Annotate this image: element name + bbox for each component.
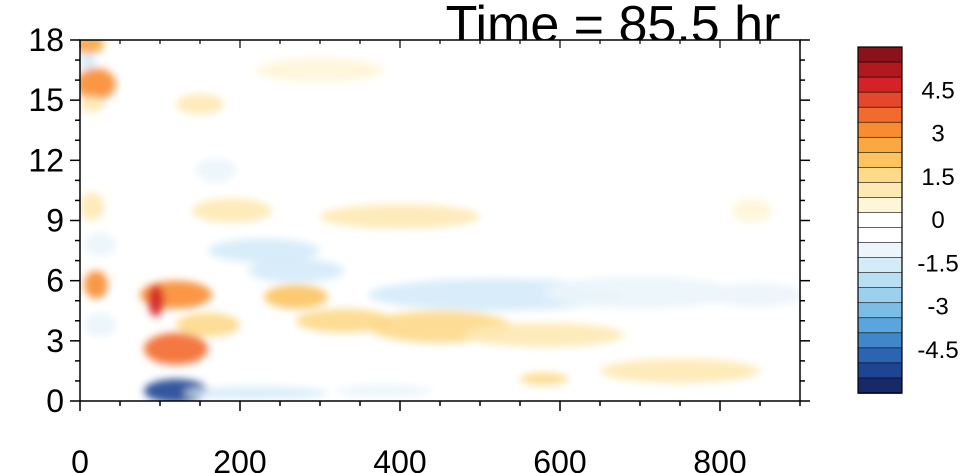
y-tick-label: 9 [46, 203, 64, 239]
colorbar-swatch [857, 287, 903, 304]
colorbar-swatch [857, 197, 903, 214]
colorbar-swatch [857, 317, 903, 334]
y-tick-label: 12 [28, 142, 64, 178]
colorbar-swatch [857, 167, 903, 184]
colorbar-swatch [857, 347, 903, 364]
colorbar-swatch [857, 76, 903, 93]
colorbar-label: -4.5 [917, 337, 958, 364]
contour-feature [176, 312, 240, 337]
colorbar-swatch [857, 242, 903, 259]
contour-feature [80, 192, 104, 221]
colorbar-swatch [857, 136, 903, 154]
contour-feature [328, 126, 440, 175]
x-tick-label: 200 [213, 444, 266, 473]
y-tick-label: 15 [28, 82, 64, 118]
colorbar-label: -1.5 [917, 250, 958, 277]
colorbar-label: 1.5 [921, 164, 954, 191]
colorbar-swatch [857, 61, 903, 78]
y-tick-label: 3 [46, 323, 64, 359]
x-tick-label: 800 [693, 444, 746, 473]
contour-feature [448, 108, 560, 133]
contour-feature [264, 284, 328, 309]
colorbar-swatch [857, 362, 903, 379]
contour-feature [464, 322, 624, 347]
contour-feature [520, 372, 568, 385]
colorbar-swatch [857, 91, 903, 108]
contour-feature [248, 258, 344, 283]
colorbar-frame [857, 46, 903, 394]
contour-feature [716, 94, 756, 127]
colorbar-label: 4.5 [921, 77, 954, 104]
contour-feature [80, 96, 104, 113]
contour-feature [184, 386, 328, 399]
contour-feature [192, 198, 272, 223]
colorbar-swatch [857, 377, 903, 394]
colorbar-swatch [857, 106, 903, 124]
contour-feature [336, 384, 432, 397]
colorbar-swatch [857, 332, 903, 349]
colorbar-label: -3 [927, 294, 948, 321]
contour-feature [256, 58, 384, 83]
colorbar: 4.5 3 1.5 0 -1.5 -3 -4.5 [857, 46, 959, 394]
y-axis: 0 3 6 9 12 15 18 [28, 22, 810, 419]
y-tick-label: 18 [28, 22, 64, 58]
contour-feature [600, 358, 760, 383]
colorbar-swatch [857, 227, 903, 244]
y-tick-label: 0 [46, 383, 64, 419]
contour-feature [84, 312, 116, 337]
y-tick-label: 6 [46, 263, 64, 299]
contour-feature [732, 198, 772, 223]
contour-feature [196, 158, 236, 183]
plot-area [80, 40, 800, 401]
contour-feature [208, 238, 320, 263]
colorbar-swatch [857, 121, 903, 139]
contour-features [80, 40, 800, 401]
colorbar-swatch [857, 46, 903, 63]
colorbar-swatch [857, 272, 903, 289]
contour-feature [708, 282, 800, 307]
contour-feature [80, 68, 116, 101]
colorbar-swatch [857, 152, 903, 169]
colorbar-swatch [857, 212, 903, 229]
colorbar-swatch [857, 182, 903, 199]
contour-feature [320, 204, 480, 229]
contour-feature [144, 332, 208, 365]
colorbar-swatch [857, 257, 903, 274]
x-tick-label: 600 [533, 444, 586, 473]
x-tick-label: 0 [71, 444, 89, 473]
contour-feature [80, 40, 104, 55]
x-axis: 0 200 400 600 800 [71, 40, 801, 473]
colorbar-swatch [857, 302, 903, 319]
contour-feature [80, 54, 96, 71]
colorbar-label: 3 [931, 121, 944, 148]
contour-feature [84, 270, 108, 299]
contour-feature [84, 232, 116, 257]
x-tick-label: 400 [373, 444, 426, 473]
colorbar-label: 0 [931, 207, 944, 234]
contour-feature [544, 276, 736, 309]
contour-feature [176, 94, 224, 115]
contour-feature [148, 284, 164, 317]
